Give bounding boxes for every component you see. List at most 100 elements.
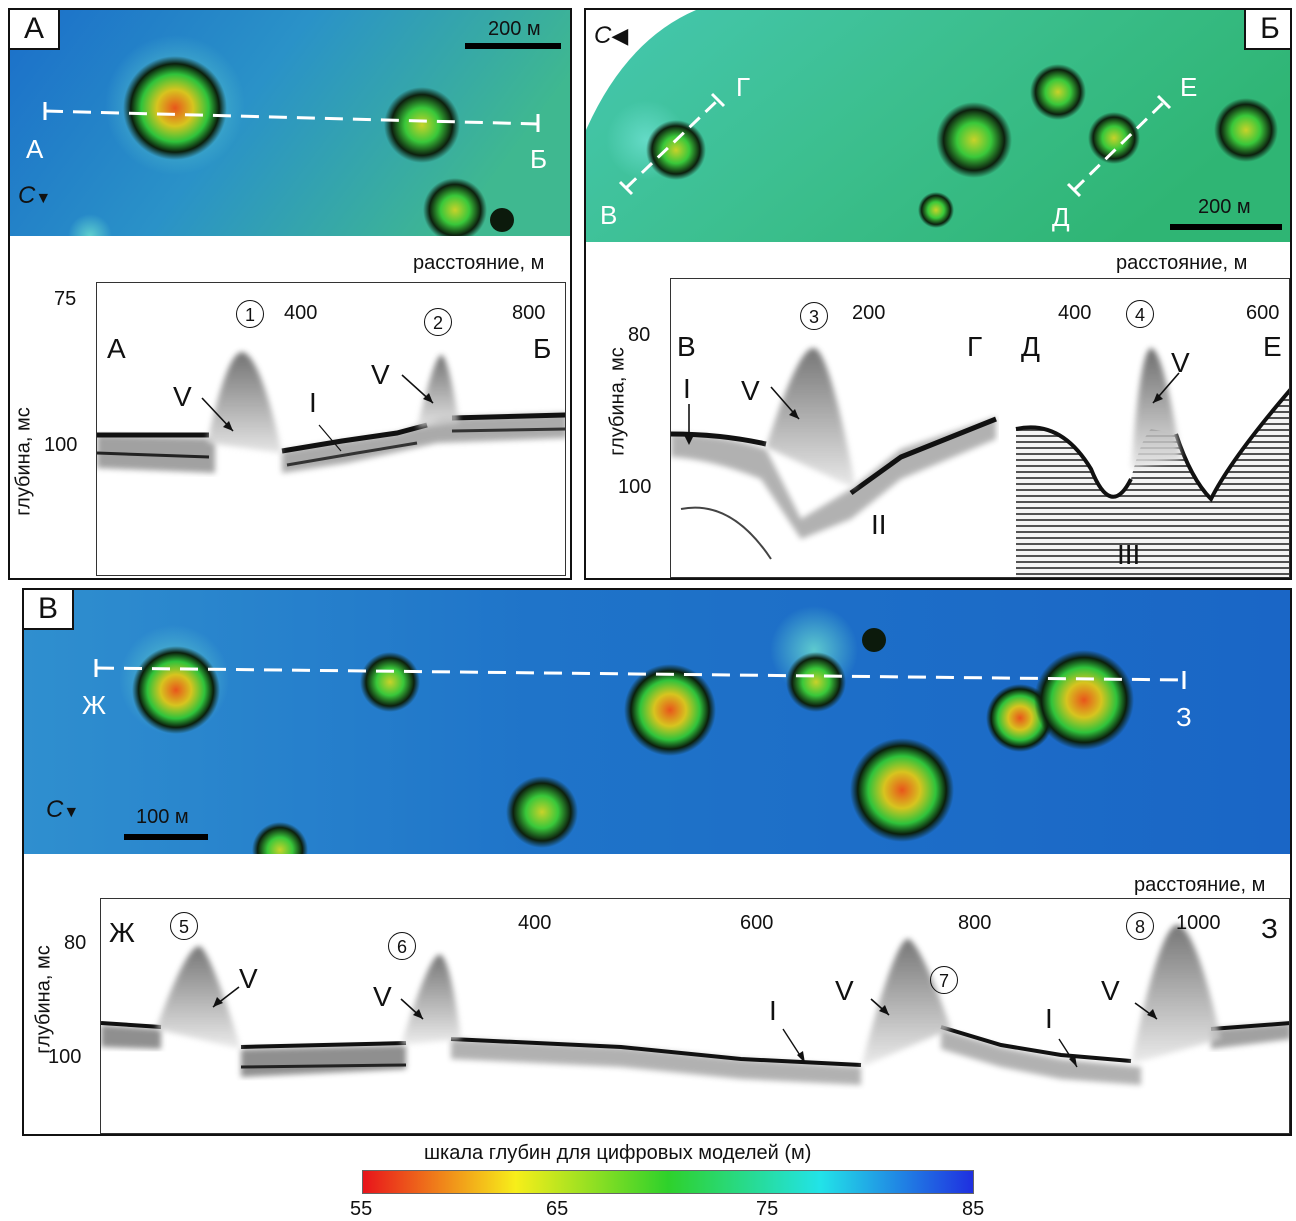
mound-5-map — [132, 646, 220, 734]
feature-number-4: 4 — [1126, 300, 1154, 328]
unit-label-iii: III — [1117, 539, 1141, 570]
y-tick-100-v: 100 — [48, 1046, 82, 1068]
panel-v-y-title: глубина, мс — [32, 945, 55, 1054]
panel-b-profile-svg — [671, 279, 1289, 577]
profile-line-zh-z — [95, 666, 1185, 682]
panel-v-profile-svg — [101, 924, 1289, 1085]
unit-label-ii: II — [871, 509, 887, 540]
panel-b-scale-bar — [1170, 224, 1282, 230]
unit-label-i-v2: I — [1045, 1003, 1053, 1034]
profile-label-v: В — [677, 331, 696, 362]
panel-a-scale-label: 200 м — [488, 18, 541, 40]
panel-v-scale-bar — [124, 834, 208, 840]
y-tick-75: 75 — [54, 288, 77, 310]
seismic-peak-2 — [417, 354, 459, 428]
panel-a-map: А 200 м А Б С▼ — [10, 10, 570, 236]
map-label-z: З — [1176, 702, 1192, 732]
panel-v-scale-label: 100 м — [136, 806, 189, 828]
feature-number-1: 1 — [236, 300, 264, 328]
x-tick-400: 400 — [284, 302, 318, 324]
map-label-d: Д — [1052, 202, 1070, 232]
feature-number-5: 5 — [170, 912, 198, 940]
mound-7-map — [850, 738, 954, 842]
x-tick-400-v: 400 — [518, 912, 552, 934]
panel-v-profile: Ж З V V V V I I — [100, 898, 1290, 1134]
profile-label-g: Г — [967, 331, 983, 362]
mound-4-map — [1088, 112, 1140, 164]
panel-b-north-arrow: С◀ — [594, 22, 629, 49]
seismic-peak-3 — [766, 348, 856, 489]
panel-a-distance-title: расстояние, м — [413, 252, 545, 274]
panel-b-y-title: глубина, мс — [606, 347, 629, 456]
seismic-peak-7 — [861, 938, 951, 1067]
panel-a-profile: А Б V V I — [96, 282, 566, 576]
map-label-b: Б — [530, 144, 548, 174]
panel-b-profile: В Г Д Е V V I II III — [670, 278, 1290, 578]
feature-v-3: V — [741, 375, 760, 406]
feature-number-6: 6 — [388, 932, 416, 960]
panel-v-north-label: С — [46, 796, 64, 823]
unit-label-i-v1: I — [769, 995, 777, 1026]
x-tick-600: 600 — [1246, 302, 1280, 324]
profile-label-a: А — [107, 333, 126, 364]
y-tick-80: 80 — [628, 324, 651, 346]
panel-v-letter: В — [24, 590, 74, 630]
panel-b: С◀ Б В Г Д Е 200 м расстояние, м — [584, 8, 1292, 580]
feature-v-6: V — [373, 981, 392, 1012]
colorbar-tick-65: 65 — [546, 1198, 569, 1220]
mound-8-map — [1034, 650, 1134, 750]
panel-v-map-svg — [24, 590, 1290, 854]
unit-label-i: I — [309, 387, 317, 418]
feature-v-7: V — [835, 975, 854, 1006]
profile-label-z: З — [1261, 913, 1278, 944]
x-tick-800: 800 — [512, 302, 546, 324]
panel-b-north-label: С — [594, 22, 612, 49]
colorbar — [362, 1170, 974, 1194]
mound-1-map — [123, 56, 227, 160]
panel-v-distance-title: расстояние, м — [1134, 874, 1266, 896]
panel-b-map: С◀ Б В Г Д Е 200 м — [586, 10, 1290, 242]
feature-number-8: 8 — [1126, 912, 1154, 940]
seismic-peak-6 — [401, 954, 461, 1045]
panel-v: В Ж З С▼ 100 м расстояние, м — [22, 588, 1292, 1136]
unit-label-i-b: I — [683, 373, 691, 404]
feature-number-3: 3 — [800, 302, 828, 330]
map-label-e: Е — [1180, 72, 1198, 102]
seismic-peak-1 — [207, 352, 282, 453]
feature-number-7: 7 — [930, 966, 958, 994]
colorbar-tick-85: 85 — [962, 1198, 985, 1220]
colorbar-tick-75: 75 — [756, 1198, 779, 1220]
panel-b-distance-title: расстояние, м — [1116, 252, 1248, 274]
feature-number-2: 2 — [424, 308, 452, 336]
x-tick-400-b: 400 — [1058, 302, 1092, 324]
profile-label-e: Е — [1263, 331, 1282, 362]
x-tick-600-v: 600 — [740, 912, 774, 934]
seismic-peak-4 — [1131, 348, 1181, 469]
y-tick-80-v: 80 — [64, 932, 87, 954]
panel-a-profile-svg — [97, 352, 565, 473]
panel-v-map: В Ж З С▼ 100 м — [24, 590, 1290, 854]
mound-3-map — [646, 120, 706, 180]
feature-v-2: V — [371, 359, 390, 390]
panel-a-north-arrow: С▼ — [18, 182, 52, 209]
profile-label-b: Б — [533, 333, 552, 364]
colorbar-tick-55: 55 — [350, 1198, 373, 1220]
map-label-zh: Ж — [82, 690, 107, 720]
mound-6-map — [360, 652, 420, 712]
panel-v-north-arrow: С▼ — [46, 796, 80, 823]
x-tick-200: 200 — [852, 302, 886, 324]
seismic-peak-8 — [1131, 924, 1221, 1064]
colorbar-title: шкала глубин для цифровых моделей (м) — [424, 1142, 812, 1164]
panel-a-letter: А — [10, 10, 60, 50]
mound-2-map — [384, 87, 460, 163]
panel-a-y-title: глубина, мс — [12, 407, 35, 516]
panel-b-letter: Б — [1244, 10, 1290, 50]
map-label-a: А — [26, 134, 44, 164]
feature-v-5: V — [239, 963, 258, 994]
profile-label-zh: Ж — [109, 917, 135, 948]
panel-a-scale-bar — [465, 43, 561, 49]
x-tick-1000-v: 1000 — [1176, 912, 1221, 934]
x-tick-800-v: 800 — [958, 912, 992, 934]
feature-v-1: V — [173, 381, 192, 412]
panel-b-map-svg — [586, 10, 1290, 242]
